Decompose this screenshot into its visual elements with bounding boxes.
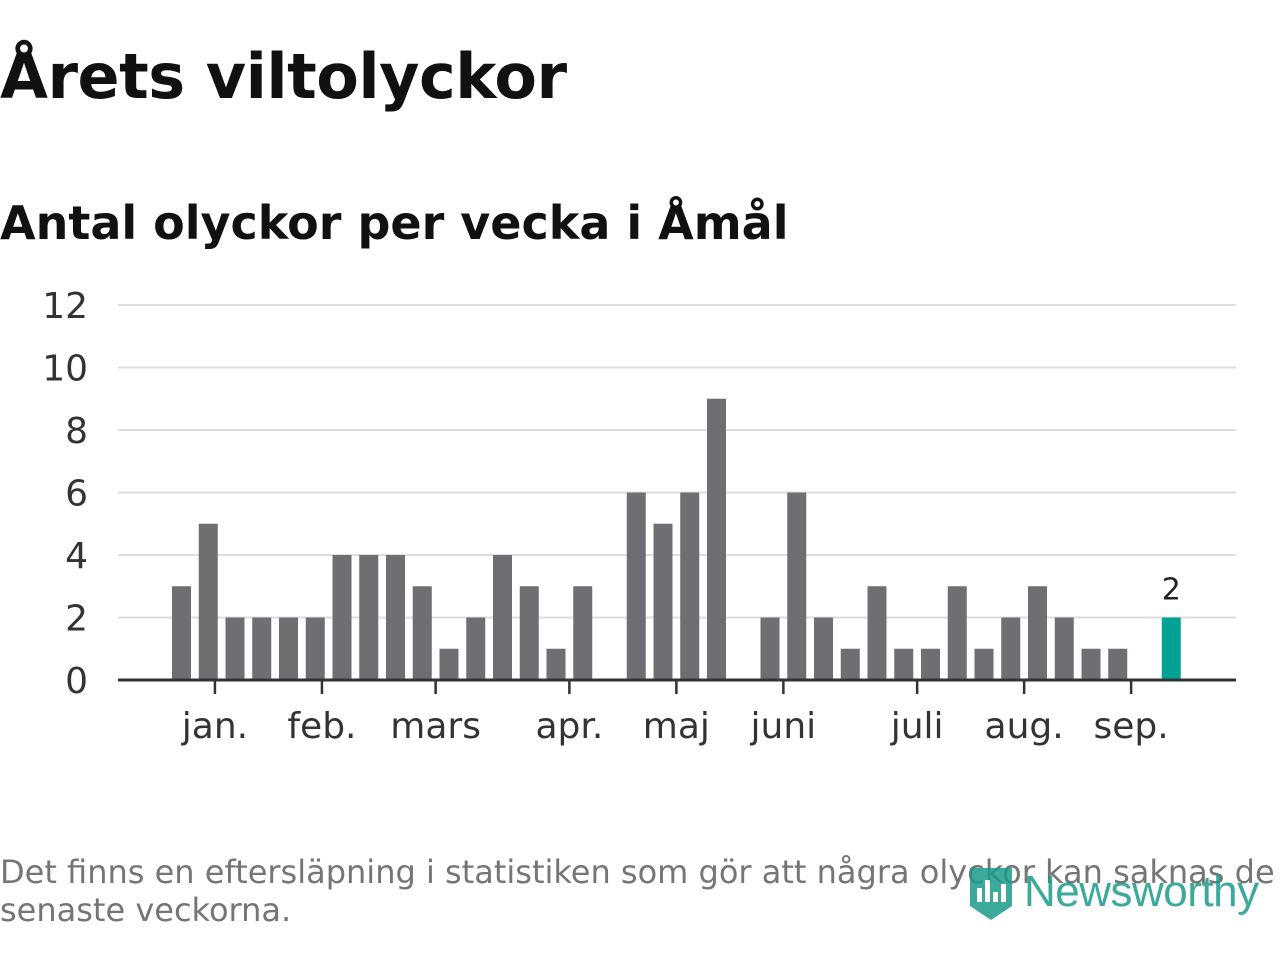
y-tick-label: 2 xyxy=(65,599,88,640)
y-tick-label: 0 xyxy=(65,661,88,702)
bar xyxy=(519,586,539,680)
x-tick-label: maj xyxy=(643,706,710,747)
x-tick-label: juni xyxy=(750,706,817,747)
x-tick-label: juli xyxy=(890,706,944,747)
y-axis-ticks: 0 2 4 6 8 10 12 xyxy=(42,286,88,702)
bar xyxy=(921,648,940,680)
x-tick-label: apr. xyxy=(535,706,603,747)
x-tick-label: mars xyxy=(390,706,481,747)
bar xyxy=(279,617,298,680)
chart-title: Årets viltolyckor xyxy=(0,40,567,113)
bar xyxy=(1054,617,1074,680)
footnote: Det finns en eftersläpning i statistiken… xyxy=(0,853,1275,929)
x-axis: jan. feb. mars apr. maj juni juli aug. sep. xyxy=(118,678,1236,747)
y-tick-label: 8 xyxy=(65,411,88,452)
x-tick-label: aug. xyxy=(985,706,1064,747)
newsworthy-logo-icon xyxy=(970,868,1012,920)
bar xyxy=(412,586,432,680)
bar xyxy=(680,492,700,680)
x-tick-label: feb. xyxy=(287,706,356,747)
bar xyxy=(626,492,646,680)
y-tick-label: 10 xyxy=(42,349,88,390)
bar xyxy=(653,523,673,680)
bar-highlight xyxy=(1161,617,1181,680)
x-tick-label: jan. xyxy=(181,706,248,747)
y-tick-label: 12 xyxy=(42,286,88,327)
y-tick-label: 4 xyxy=(65,536,88,577)
bar xyxy=(1001,617,1021,680)
bar xyxy=(546,648,566,680)
bar xyxy=(840,648,860,680)
chart-subtitle: Antal olyckor per vecka i Åmål xyxy=(0,196,789,250)
bar xyxy=(894,648,914,680)
bar xyxy=(1028,586,1047,680)
bar xyxy=(466,617,486,680)
bar xyxy=(493,555,512,680)
newsworthy-logo: Newsworthy xyxy=(966,862,1259,922)
bar xyxy=(172,586,191,680)
x-tick-label: sep. xyxy=(1094,706,1169,747)
bar xyxy=(947,586,967,680)
bar xyxy=(198,523,218,680)
bar xyxy=(974,648,994,680)
bar xyxy=(787,492,807,680)
bars xyxy=(172,398,1181,680)
y-tick-label: 6 xyxy=(65,474,88,515)
highlight-value-label: 2 xyxy=(1162,573,1181,608)
bar xyxy=(867,586,887,680)
bar xyxy=(359,555,379,680)
bar xyxy=(707,398,726,680)
bar xyxy=(814,617,833,680)
bar xyxy=(760,617,780,680)
gridlines xyxy=(118,304,1236,619)
bar xyxy=(225,617,245,680)
bar xyxy=(1108,648,1128,680)
bar-labels: 2 xyxy=(1162,573,1181,608)
bar xyxy=(573,586,593,680)
bar xyxy=(332,555,352,680)
bar xyxy=(305,617,325,680)
bar xyxy=(1081,648,1101,680)
brand-name: Newsworthy xyxy=(1024,867,1259,916)
bar xyxy=(386,555,405,680)
bar xyxy=(252,617,272,680)
bar xyxy=(439,648,459,680)
bar-chart: 0 2 4 6 8 10 12 jan. feb. mars apr. maj juni juli aug… xyxy=(42,286,1236,747)
